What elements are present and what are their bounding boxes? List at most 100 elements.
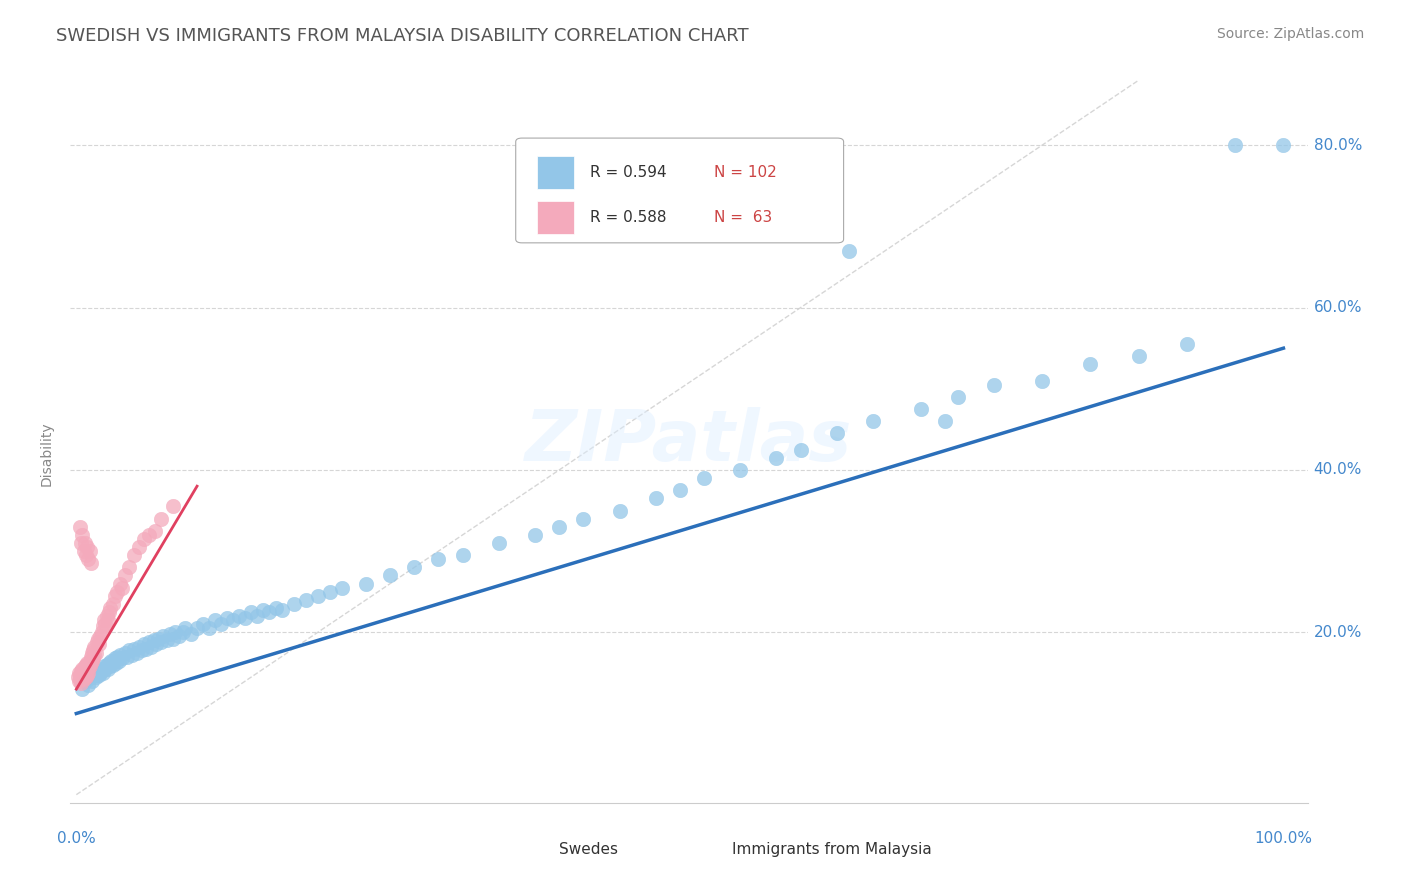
Point <box>124 548 146 562</box>
Point <box>246 609 269 624</box>
Point <box>728 463 751 477</box>
Text: ZIPatlas: ZIPatlas <box>526 407 852 476</box>
Point <box>97 613 120 627</box>
Point <box>75 670 97 684</box>
Point <box>693 471 716 485</box>
Point <box>80 646 103 660</box>
Point <box>132 532 155 546</box>
Point <box>66 670 89 684</box>
Point <box>76 659 98 673</box>
Point <box>838 244 860 258</box>
Point <box>80 670 103 684</box>
Point <box>105 649 128 664</box>
Point <box>84 646 107 660</box>
Point <box>89 667 111 681</box>
Point <box>204 613 226 627</box>
Point <box>72 662 94 676</box>
Point <box>1078 358 1101 372</box>
Point <box>76 540 98 554</box>
Point <box>307 589 329 603</box>
FancyBboxPatch shape <box>516 138 844 243</box>
Point <box>111 651 134 665</box>
Point <box>488 536 510 550</box>
Point <box>128 540 150 554</box>
Point <box>93 659 115 673</box>
Point <box>114 568 136 582</box>
Point <box>84 670 107 684</box>
Text: Immigrants from Malaysia: Immigrants from Malaysia <box>733 842 932 857</box>
Point <box>252 602 274 616</box>
Point <box>149 511 172 525</box>
Point <box>121 648 143 662</box>
Point <box>91 665 114 680</box>
Text: R = 0.588: R = 0.588 <box>591 211 666 226</box>
Point <box>404 560 426 574</box>
Point <box>572 511 595 525</box>
Point <box>91 619 114 633</box>
Point <box>118 643 141 657</box>
Point <box>294 592 316 607</box>
Point <box>70 670 93 684</box>
Point <box>90 662 112 676</box>
Point <box>669 483 692 498</box>
Text: Source: ZipAtlas.com: Source: ZipAtlas.com <box>1216 27 1364 41</box>
Point <box>172 625 194 640</box>
Text: 0.0%: 0.0% <box>58 831 96 847</box>
Point <box>69 673 91 687</box>
Point <box>644 491 666 506</box>
Point <box>73 667 96 681</box>
Text: 100.0%: 100.0% <box>1254 831 1312 847</box>
Point <box>101 657 124 672</box>
Point <box>76 667 98 681</box>
Point <box>80 649 103 664</box>
Point <box>89 665 111 680</box>
Point <box>80 673 103 688</box>
Point <box>77 662 100 676</box>
Point <box>103 654 125 668</box>
Point <box>96 657 118 672</box>
Point <box>270 602 292 616</box>
Text: SWEDISH VS IMMIGRANTS FROM MALAYSIA DISABILITY CORRELATION CHART: SWEDISH VS IMMIGRANTS FROM MALAYSIA DISA… <box>56 27 749 45</box>
Point <box>70 665 93 679</box>
Point <box>75 548 97 562</box>
Point <box>79 654 101 668</box>
Point <box>330 581 353 595</box>
Point <box>380 568 402 582</box>
Point <box>93 613 115 627</box>
Point <box>1128 349 1150 363</box>
Point <box>89 629 111 643</box>
Point <box>89 638 111 652</box>
Point <box>79 659 101 673</box>
Bar <box>516 837 550 863</box>
Point <box>101 597 124 611</box>
Point <box>86 667 108 681</box>
Point <box>138 635 160 649</box>
Point <box>217 610 239 624</box>
Text: N = 102: N = 102 <box>714 165 776 180</box>
Point <box>165 625 187 640</box>
Text: 60.0%: 60.0% <box>1313 300 1362 315</box>
Point <box>167 629 190 643</box>
Point <box>67 673 90 688</box>
Point <box>72 682 94 697</box>
Point <box>124 641 146 656</box>
Point <box>105 656 128 670</box>
Point <box>94 617 117 632</box>
Point <box>983 377 1005 392</box>
Point <box>548 520 571 534</box>
Point <box>87 632 110 646</box>
Point <box>132 638 155 652</box>
Point <box>141 640 163 654</box>
Point <box>75 662 97 676</box>
Point <box>145 638 167 652</box>
Point <box>186 621 208 635</box>
Point <box>94 662 117 676</box>
Point <box>152 629 174 643</box>
Point <box>609 503 631 517</box>
Text: Disability: Disability <box>39 421 53 486</box>
Point <box>76 656 98 670</box>
Text: 20.0%: 20.0% <box>1313 624 1362 640</box>
Point <box>73 536 96 550</box>
Point <box>191 617 214 632</box>
Text: 40.0%: 40.0% <box>1313 462 1362 477</box>
